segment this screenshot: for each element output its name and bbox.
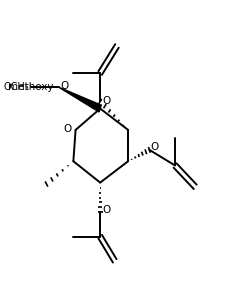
Text: O: O xyxy=(103,96,111,106)
Text: O: O xyxy=(103,205,111,215)
Text: O: O xyxy=(151,142,159,152)
Text: O: O xyxy=(64,123,72,133)
Text: OCH₃: OCH₃ xyxy=(4,82,30,92)
Text: O: O xyxy=(60,81,69,91)
Polygon shape xyxy=(59,87,101,112)
Text: methoxy: methoxy xyxy=(8,82,54,92)
